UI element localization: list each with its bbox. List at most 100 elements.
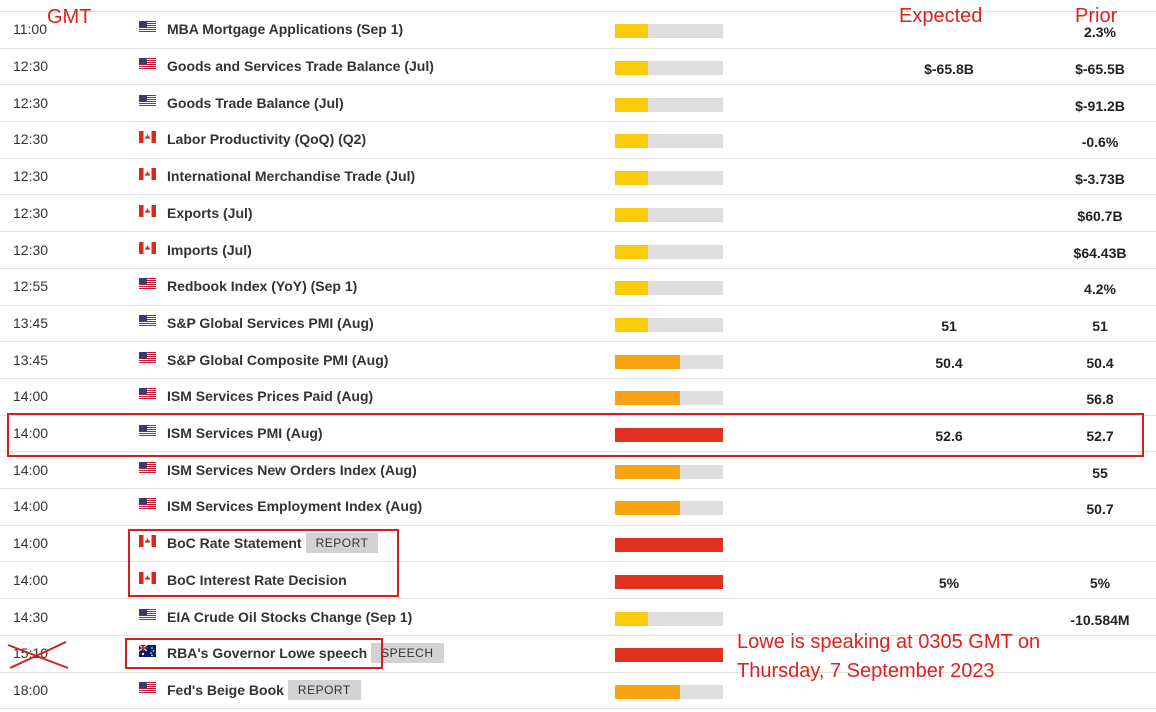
time: 12:55: [13, 278, 49, 295]
impact-bar: [615, 611, 723, 626]
event-cell: MBA Mortgage Applications (Sep 1): [167, 18, 403, 40]
impact-bar: [615, 354, 723, 369]
impact-fill: [615, 648, 723, 663]
event-name: BoC Interest Rate Decision: [167, 571, 347, 588]
expected-header: Expected: [899, 5, 983, 27]
expected-value: 52.6: [935, 428, 963, 445]
impact-bar: [615, 428, 723, 443]
flag-icon: [139, 681, 156, 699]
flag-icon: [139, 424, 156, 442]
impact-bar: [615, 61, 723, 76]
event-name: S&P Global Composite PMI (Aug): [167, 351, 389, 368]
badge: REPORT: [287, 679, 361, 700]
prior-value: 50.7: [1086, 501, 1114, 518]
event-cell: Imports (Jul): [167, 239, 252, 261]
flag-icon: [139, 94, 156, 112]
event-cell: International Merchandise Trade (Jul): [167, 165, 415, 187]
event-row: 14:00 ISM Services Prices Paid (Aug) 56.8: [0, 379, 1156, 416]
time: 14:00: [13, 498, 49, 515]
highlight-box: [125, 638, 383, 669]
flag-icon: [139, 571, 156, 589]
event-name: MBA Mortgage Applications (Sep 1): [167, 21, 404, 38]
time: 14:00: [13, 388, 49, 405]
impact-fill: [615, 464, 680, 479]
prior-value: $-3.73B: [1075, 171, 1125, 188]
event-cell: ISM Services PMI (Aug): [167, 422, 323, 444]
impact-bar: [615, 281, 723, 296]
prior-value: 51: [1092, 317, 1108, 334]
impact-fill: [615, 501, 680, 516]
expected-value: $-65.8B: [924, 61, 974, 78]
event-row: 12:30 International Merchandise Trade (Ju…: [0, 159, 1156, 196]
flag: [139, 314, 156, 327]
highlight-box: [7, 413, 1144, 457]
impact-fill: [615, 611, 648, 626]
flag: [139, 94, 156, 107]
flag-icon: [139, 277, 156, 295]
event-row: 18:00 Fed's Beige Book REPORT: [0, 673, 1156, 710]
flag: [139, 21, 156, 34]
flag-icon: [139, 57, 156, 75]
event-cell: S&P Global Services PMI (Aug): [167, 312, 374, 334]
expected-value: 5%: [938, 574, 960, 591]
impact-fill: [615, 428, 723, 443]
event-row: 14:00 BoC Interest Rate Decision 5% 5%: [0, 563, 1156, 600]
prior-value: 52.7: [1086, 428, 1114, 445]
event-name: RBA's Governor Lowe speech: [167, 645, 368, 662]
prior-value: $-65.5B: [1075, 61, 1125, 78]
event-cell: Goods Trade Balance (Jul): [167, 92, 344, 114]
prior-value: 50.4: [1086, 354, 1114, 371]
flag: [139, 608, 156, 621]
event-row: 14:00 BoC Rate Statement REPORT: [0, 526, 1156, 563]
event-row: 12:30 Goods and Services Trade Balance (J…: [0, 49, 1156, 86]
impact-bar: [615, 391, 723, 406]
flag: [139, 168, 156, 181]
time: 12:30: [13, 241, 49, 258]
flag-icon: [139, 608, 156, 626]
flag: [139, 461, 156, 474]
prior-value: 2.3%: [1084, 24, 1116, 41]
impact-fill: [615, 317, 648, 332]
event-cell: S&P Global Composite PMI (Aug): [167, 349, 388, 371]
prior-value: 56.8: [1086, 391, 1114, 408]
impact-fill: [615, 538, 723, 553]
impact-fill: [615, 134, 648, 149]
event-name: BoC Rate Statement: [167, 535, 302, 552]
impact-bar: [615, 97, 723, 112]
flag-icon: [139, 351, 156, 369]
time: 14:00: [13, 425, 49, 442]
event-cell: ISM Services Employment Index (Aug): [167, 495, 422, 517]
impact-bar: [615, 684, 723, 699]
gmt-note: GMT: [47, 6, 92, 28]
flag-icon: [139, 130, 156, 148]
impact-bar: [615, 648, 723, 663]
impact-fill: [615, 391, 680, 406]
time: 13:45: [13, 314, 49, 331]
expected-value: 50.4: [935, 354, 963, 371]
impact-bar: [615, 134, 723, 149]
event-cell: Redbook Index (YoY) (Sep 1): [167, 275, 357, 297]
impact-fill: [615, 281, 648, 296]
event-name: Goods and Services Trade Balance (Jul): [167, 58, 434, 75]
event-row: 12:30 Goods Trade Balance (Jul) $-91.2B: [0, 85, 1156, 123]
flag: [139, 131, 156, 144]
impact-bar: [615, 244, 723, 259]
flag-icon: [139, 241, 156, 259]
prior-value: 5%: [1089, 574, 1111, 591]
flag: [139, 204, 156, 217]
time: 12:30: [13, 204, 49, 221]
event-name: Labor Productivity (QoQ) (Q2): [167, 131, 367, 148]
impact-fill: [615, 207, 648, 222]
flag-icon: [139, 461, 156, 479]
prior-value: $-91.2B: [1075, 97, 1125, 114]
event-row: 13:45 S&P Global Services PMI (Aug) 51 51: [0, 306, 1156, 343]
impact-fill: [615, 354, 680, 369]
flag-icon: [139, 497, 156, 515]
event-cell: Goods and Services Trade Balance (Jul): [167, 55, 434, 77]
impact-fill: [615, 574, 723, 589]
note: Lowe is speaking at 0305 GMT on: [737, 631, 1041, 653]
flag-icon: [139, 387, 156, 405]
time: 11:00: [13, 21, 47, 38]
event-name: Exports (Jul): [167, 204, 253, 221]
event-row: 14:00 ISM Services PMI (Aug) 52.6 52.7: [0, 416, 1156, 453]
